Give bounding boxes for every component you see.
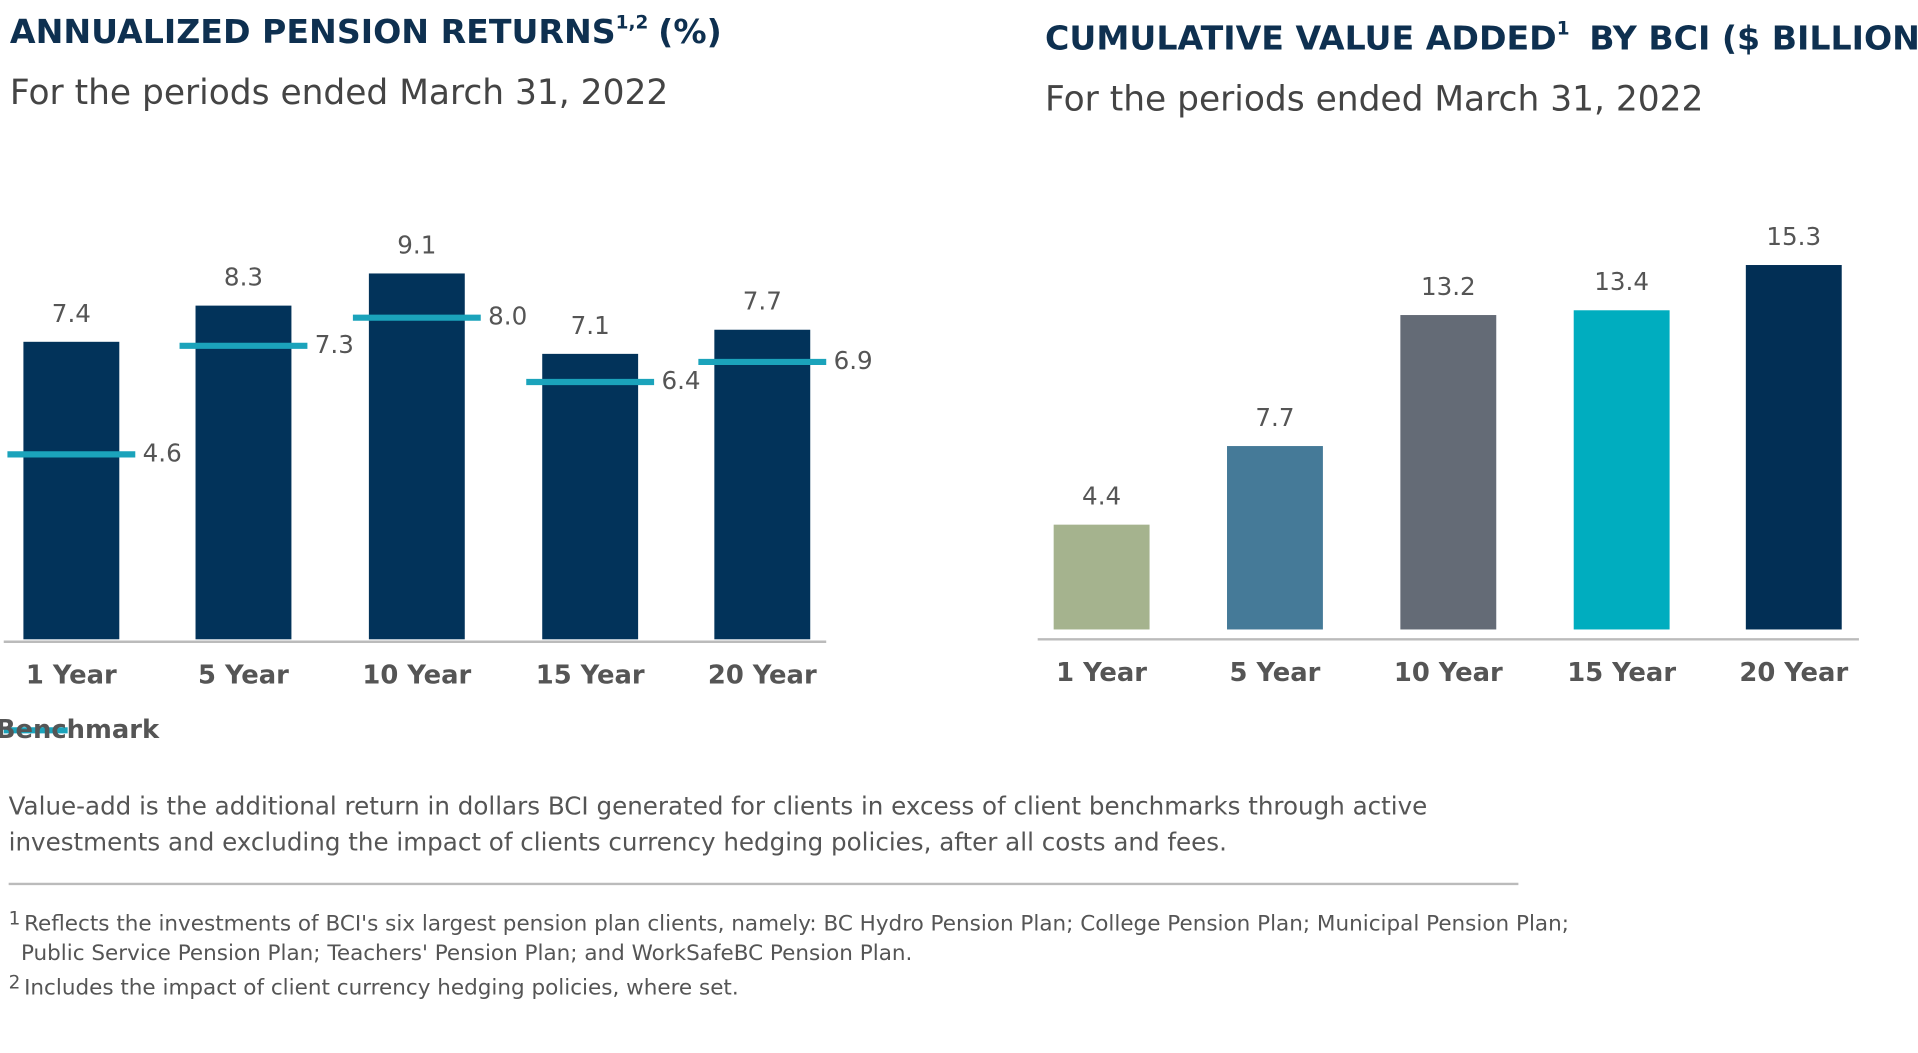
benchmark-label: 6.9 (834, 346, 873, 375)
footnote: Public Service Pension Plan; Teachers' P… (21, 941, 912, 966)
footnote: 1 Reflects the investments of BCI's six l… (9, 909, 1569, 937)
title-text: ANNUALIZED PENSION RETURNS (10, 12, 616, 51)
benchmark-label: 8.0 (488, 302, 527, 331)
value-label: 9.1 (397, 230, 436, 259)
footnote-marker: 2 (9, 973, 21, 994)
footnote-text: Includes the impact of client currency h… (24, 975, 739, 1000)
benchmark-label: 4.6 (143, 438, 182, 467)
bar (368, 273, 465, 640)
x-tick-label: 15 Year (536, 661, 645, 691)
x-tick-label: 5 Year (198, 661, 289, 691)
footnote-marker: 1 (9, 909, 21, 930)
title-text: CUMULATIVE VALUE ADDED (1045, 18, 1557, 57)
value-label: 7.4 (52, 299, 91, 328)
bar (1745, 265, 1842, 630)
chart-subtitle: For the periods ended March 31, 2022 (10, 73, 668, 113)
value-label: 7.1 (571, 311, 610, 340)
value-label: 7.7 (743, 287, 782, 316)
x-tick-label: 10 Year (1394, 658, 1503, 688)
chart-title: CUMULATIVE VALUE ADDED1 BY BCI ($ BILLION… (1045, 18, 1918, 57)
title-superscript: 1,2 (616, 12, 649, 33)
x-tick-label: 1 Year (26, 661, 117, 691)
bar (1053, 524, 1150, 630)
benchmark-label: 6.4 (661, 366, 700, 395)
legend-label: Benchmark (0, 715, 160, 745)
bar (1227, 446, 1323, 630)
bar (1400, 315, 1497, 630)
x-tick-label: 20 Year (708, 661, 817, 691)
title-suffix: (%) (658, 12, 722, 51)
footnote-text: Reflects the investments of BCI's six la… (24, 912, 1569, 937)
x-tick-label: 20 Year (1739, 658, 1848, 688)
title-superscript: 1 (1557, 19, 1570, 40)
footnote: 2 Includes the impact of client currency … (9, 973, 739, 1001)
bar (1573, 310, 1670, 630)
title-suffix: BY BCI ($ BILLION) (1589, 18, 1918, 57)
x-tick-label: 5 Year (1230, 658, 1321, 688)
note: Value-add is the additional return in do… (9, 792, 1428, 821)
x-tick-label: 1 Year (1056, 658, 1147, 688)
value-label: 13.4 (1594, 267, 1649, 296)
value-label: 7.7 (1255, 403, 1294, 432)
value-label: 15.3 (1766, 222, 1821, 251)
x-tick-label: 15 Year (1567, 658, 1676, 688)
bar (195, 305, 292, 640)
bar (23, 341, 120, 640)
benchmark-label: 7.3 (315, 330, 354, 359)
bar (542, 353, 639, 640)
note: investments and excluding the impact of … (9, 827, 1227, 856)
chart-subtitle: For the periods ended March 31, 2022 (1045, 79, 1703, 119)
value-label: 13.2 (1421, 272, 1476, 301)
x-tick-label: 10 Year (362, 661, 471, 691)
value-label: 8.3 (224, 263, 263, 292)
value-label: 4.4 (1082, 482, 1121, 511)
bar (714, 329, 811, 640)
chart-title: ANNUALIZED PENSION RETURNS1,2 (%) (10, 12, 722, 51)
